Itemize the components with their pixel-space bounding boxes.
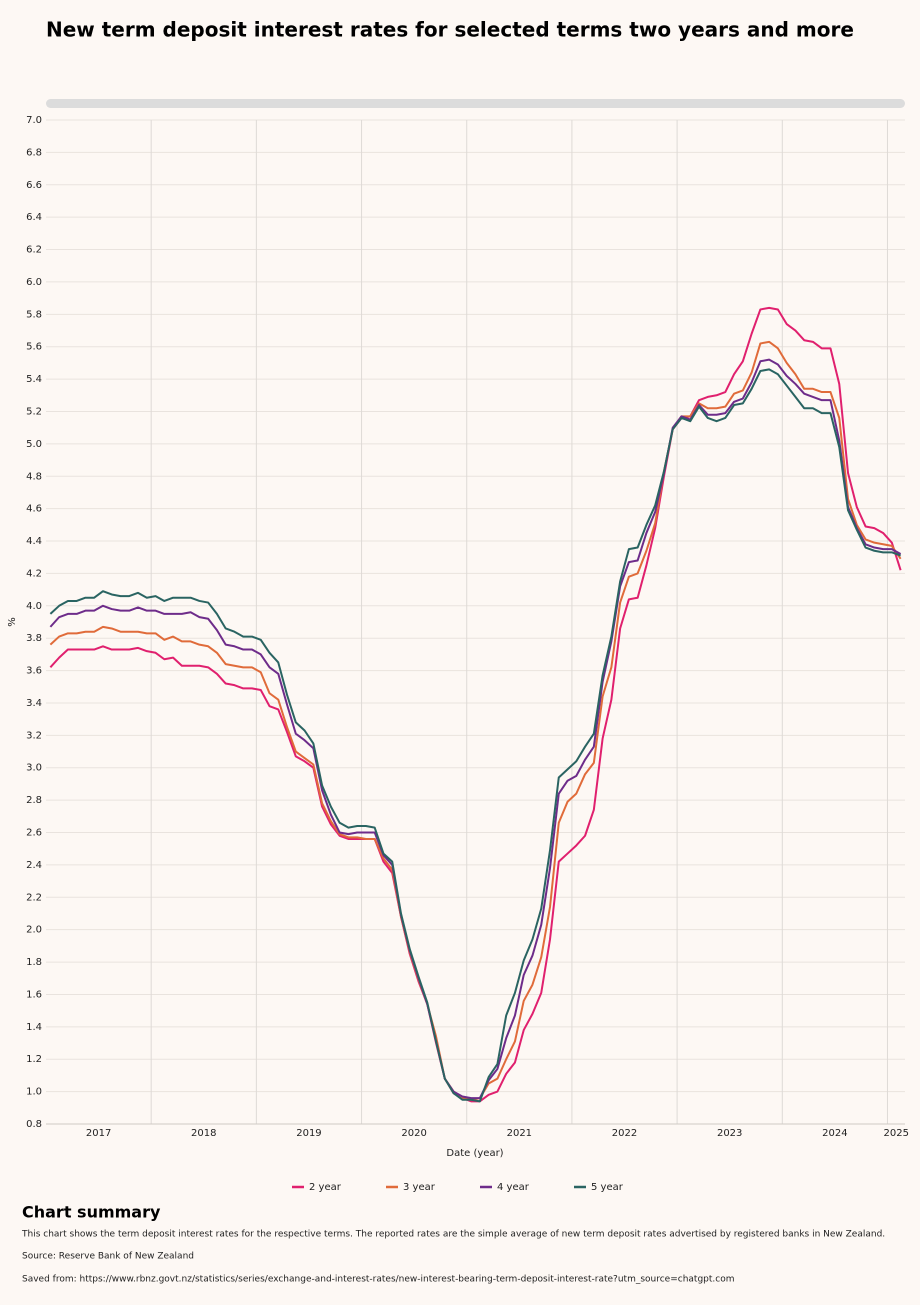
y-tick-label: 5.8: [26, 309, 42, 320]
summary-saved-from: Saved from: https://www.rbnz.govt.nz/sta…: [22, 1275, 735, 1285]
x-tick-label: 2022: [612, 1128, 637, 1139]
legend-label: 3 year: [403, 1182, 436, 1193]
series-line: [49, 340, 902, 1101]
summary-heading: Chart summary: [22, 1203, 161, 1222]
y-tick-label: 3.4: [26, 698, 42, 709]
y-tick-label: 4.2: [26, 568, 42, 579]
y-tick-label: 6.4: [26, 212, 42, 223]
y-tick-label: 1.2: [26, 1054, 42, 1065]
y-tick-label: 6.2: [26, 245, 42, 256]
x-tick-label: 2017: [86, 1128, 111, 1139]
y-tick-label: 5.0: [26, 439, 42, 450]
summary-text: This chart shows the term deposit intere…: [21, 1230, 885, 1240]
x-axis-label: Date (year): [446, 1148, 503, 1159]
y-tick-label: 1.0: [26, 1087, 42, 1098]
y-tick-label: 5.4: [26, 374, 42, 385]
x-tick-label: 2020: [401, 1128, 426, 1139]
x-tick-label: 2024: [822, 1128, 847, 1139]
x-tick-label: 2025: [884, 1128, 909, 1139]
y-tick-label: 3.2: [26, 730, 42, 741]
chart-title: New term deposit interest rates for sele…: [46, 18, 854, 42]
legend-label: 4 year: [497, 1182, 530, 1193]
series-line: [49, 368, 901, 1103]
y-tick-label: 0.8: [26, 1119, 42, 1130]
series-line: [49, 358, 902, 1100]
legend-label: 2 year: [309, 1182, 342, 1193]
y-axis-label: %: [7, 617, 18, 627]
y-tick-label: 6.8: [26, 147, 42, 158]
x-tick-label: 2019: [296, 1128, 321, 1139]
y-tick-label: 3.6: [26, 666, 42, 677]
y-tick-label: 1.6: [26, 989, 42, 1000]
y-tick-label: 2.4: [26, 860, 42, 871]
series-line: [49, 306, 902, 1103]
y-tick-label: 2.6: [26, 828, 42, 839]
y-tick-label: 7.0: [26, 115, 42, 126]
y-tick-label: 6.6: [26, 180, 42, 191]
y-tick-label: 1.4: [26, 1022, 42, 1033]
y-tick-label: 4.8: [26, 471, 42, 482]
y-tick-label: 5.6: [26, 342, 42, 353]
y-tick-label: 4.0: [26, 601, 42, 612]
x-tick-label: 2021: [507, 1128, 532, 1139]
y-tick-label: 4.4: [26, 536, 42, 547]
y-tick-label: 2.2: [26, 892, 42, 903]
y-tick-label: 4.6: [26, 504, 42, 515]
summary-source: Source: Reserve Bank of New Zealand: [22, 1252, 194, 1262]
y-tick-label: 2.8: [26, 795, 42, 806]
legend-label: 5 year: [591, 1182, 624, 1193]
x-tick-label: 2023: [717, 1128, 742, 1139]
y-tick-label: 2.0: [26, 925, 42, 936]
y-tick-label: 3.0: [26, 763, 42, 774]
y-tick-label: 1.8: [26, 957, 42, 968]
y-tick-label: 6.0: [26, 277, 42, 288]
x-tick-label: 2018: [191, 1128, 216, 1139]
y-tick-label: 5.2: [26, 406, 42, 417]
scrollbar[interactable]: [46, 99, 905, 108]
grid: [46, 119, 905, 1125]
y-tick-label: 3.8: [26, 633, 42, 644]
